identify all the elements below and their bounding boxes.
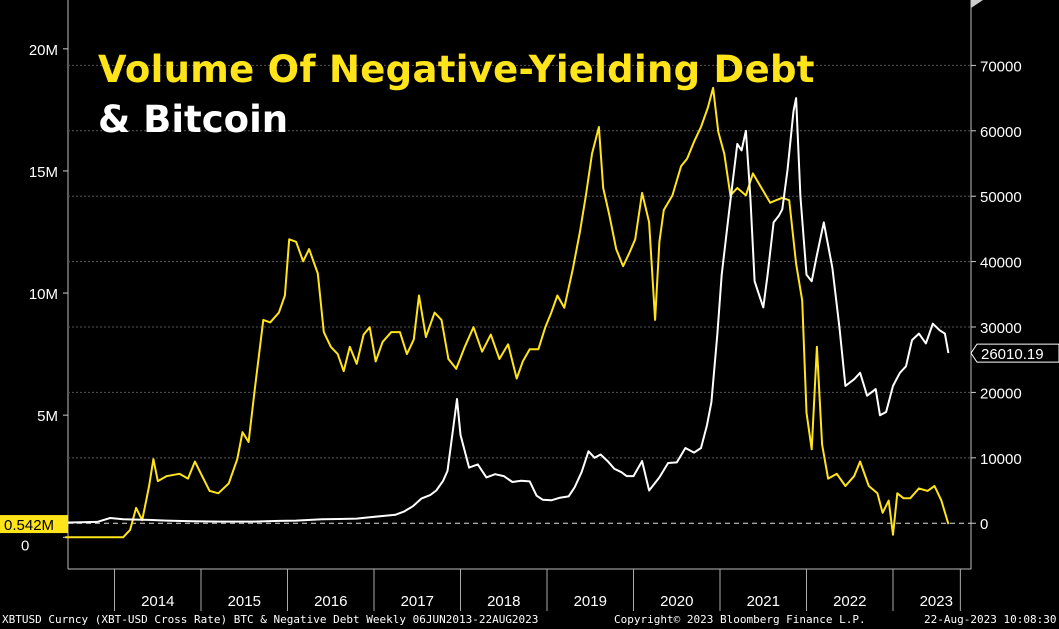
x-axis: 2014 2015 2016 2017 2018 2019 2020 2021 2022 2023 [114, 569, 961, 611]
right-axis-tick-label: 60000 [980, 124, 1022, 141]
left-axis-tick-label: 5M [37, 408, 58, 425]
x-axis-tick-label: 2020 [660, 593, 693, 610]
debt-last-value-label: 0.542M [4, 517, 54, 534]
series-lines [65, 86, 950, 539]
left-axis-tick-label: 10M [29, 286, 58, 303]
grid-lines [67, 0, 972, 570]
left-axis-tick-label: 15M [29, 164, 58, 181]
bitcoin-price-line [65, 97, 950, 524]
debt-last-value-badge [0, 515, 68, 534]
negative-debt-line [65, 86, 950, 539]
bitcoin-last-value-label: 26010.19 [981, 346, 1044, 363]
x-axis-tick-label: 2018 [487, 593, 520, 610]
footer-timestamp: 22-Aug-2023 10:08:30 [924, 613, 1057, 626]
x-axis-tick-label: 2022 [833, 593, 866, 610]
x-axis-tick-label: 2023 [920, 593, 953, 610]
left-axis: 5M 10M 15M 20M 0 [21, 42, 68, 554]
last-value-labels: 0.542M 26010.19 [0, 343, 1059, 534]
x-axis-tick-label: 2021 [747, 593, 780, 610]
footer-source: XBTUSD Curncy (XBT-USD Cross Rate) BTC &… [2, 613, 539, 626]
right-axis-tick-label: 0 [980, 516, 988, 533]
footer-copyright: Copyright© 2023 Bloomberg Finance L.P. [614, 613, 866, 626]
x-axis-tick-label: 2016 [314, 593, 347, 610]
right-axis-tick-label: 20000 [980, 385, 1022, 402]
right-axis: 0 10000 20000 30000 40000 50000 60000 70000 [971, 0, 1022, 533]
axis-arrow-icon [971, 0, 983, 8]
right-axis-tick-label: 50000 [980, 189, 1022, 206]
x-axis-tick-label: 2014 [141, 593, 174, 610]
left-axis-tick-label: 20M [29, 42, 58, 59]
chart-title-line1: Volume Of Negative-Yielding Debt [98, 48, 815, 91]
x-axis-tick-label: 2019 [574, 593, 607, 610]
right-axis-tick-label: 70000 [980, 58, 1022, 75]
right-axis-tick-label: 10000 [980, 451, 1022, 468]
x-axis-tick-label: 2017 [401, 593, 434, 610]
left-axis-tick-label: 0 [21, 537, 29, 554]
chart-title-line2: & Bitcoin [98, 98, 289, 141]
bitcoin-last-value-badge [970, 343, 1059, 363]
right-axis-tick-label: 30000 [980, 320, 1022, 337]
right-axis-tick-label: 40000 [980, 255, 1022, 272]
x-axis-tick-label: 2015 [228, 593, 261, 610]
